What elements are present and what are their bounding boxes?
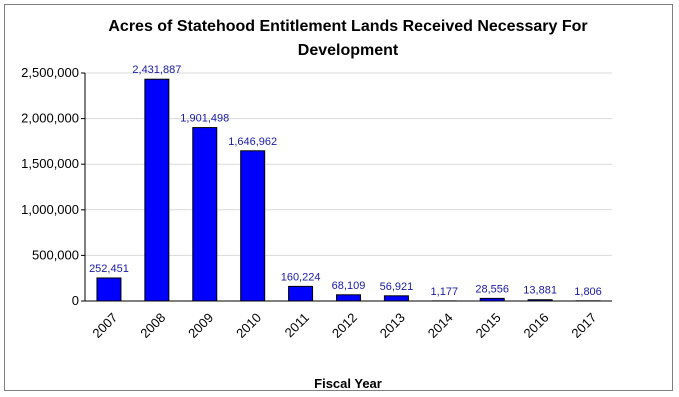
bar	[96, 277, 122, 302]
bar	[144, 78, 170, 302]
x-axis: 2007 2008 2009 2010 2011 2012 2013 2014 2015 2016…	[85, 300, 612, 341]
data-label: 28,556	[475, 283, 509, 295]
bar-chart: Acres of Statehood Entitlement Lands Rec…	[21, 18, 612, 391]
data-label: 252,451	[89, 263, 129, 275]
y-tick-label: 2,500,000	[21, 65, 79, 80]
bar	[240, 150, 266, 302]
gridlines	[85, 72, 612, 256]
bar	[192, 127, 218, 302]
bar	[336, 294, 361, 302]
x-tick-label: 2009	[185, 310, 216, 341]
y-tick-label: 500,000	[32, 247, 79, 262]
x-tick-label: 2015	[473, 310, 504, 341]
data-label: 1,806	[574, 286, 602, 298]
x-tick-label: 2013	[377, 310, 408, 341]
bars	[96, 78, 601, 302]
x-axis-label: Fiscal Year	[314, 376, 382, 391]
bar	[288, 285, 314, 302]
y-tick-label: 2,000,000	[21, 111, 79, 126]
chart-title-line-2: Development	[298, 42, 399, 59]
x-tick-label: 2011	[282, 310, 312, 340]
y-tick-label: 1,000,000	[21, 202, 79, 217]
data-label: 1,646,962	[228, 136, 277, 148]
x-tick-label: 2008	[137, 310, 168, 341]
chart-frame: Acres of Statehood Entitlement Lands Rec…	[4, 4, 673, 391]
y-axis: 0 500,000 1,000,000 1,500,000 2,000,000 2,500…	[21, 65, 86, 308]
data-label: 1,177	[431, 286, 459, 298]
x-tick-label: 2014	[425, 310, 456, 341]
data-label: 1,901,498	[180, 113, 229, 125]
bar	[383, 295, 409, 302]
x-tick-label: 2010	[233, 310, 264, 341]
y-tick-label: 1,500,000	[21, 156, 79, 171]
data-label: 56,921	[380, 281, 414, 293]
x-tick-label: 2016	[521, 310, 552, 341]
x-tick-label: 2012	[329, 310, 360, 341]
y-tick-label: 0	[72, 293, 79, 308]
x-tick-label: 2017	[568, 310, 599, 341]
data-label: 2,431,887	[132, 64, 181, 76]
data-labels: 252,451 2,431,887 1,901,498 1,646,962 160,22…	[89, 64, 602, 298]
data-label: 160,224	[281, 271, 321, 283]
x-tick-label: 2007	[89, 310, 120, 341]
chart-title-line-1: Acres of Statehood Entitlement Lands Rec…	[108, 18, 587, 35]
data-label: 68,109	[332, 280, 366, 292]
data-label: 13,881	[523, 285, 557, 297]
